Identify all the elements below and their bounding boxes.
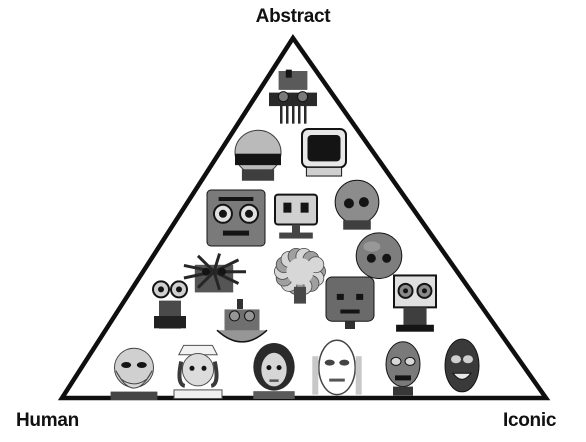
abstract-corner-label: Abstract bbox=[255, 6, 331, 27]
camera-eyes-robot-head-icon bbox=[393, 274, 437, 332]
mechanical-frame-robot-head-icon bbox=[269, 69, 317, 124]
human-corner-label: Human bbox=[16, 410, 79, 431]
square-face-robot-head-icon bbox=[325, 276, 375, 329]
spiky-mechanism-robot-head-icon bbox=[183, 253, 246, 293]
big-eyes-box-robot-head-icon bbox=[206, 189, 266, 247]
box-screen-robot-head-icon bbox=[301, 128, 347, 177]
design-space-triangle bbox=[57, 33, 551, 401]
nurse-android-face-icon bbox=[173, 344, 223, 400]
dark-masked-robot-head-icon bbox=[444, 338, 480, 393]
open-mechanism-robot-head-icon bbox=[216, 299, 268, 343]
metallic-face-robot-head-icon bbox=[312, 339, 362, 396]
small-box-robot-head-icon bbox=[274, 193, 318, 239]
binocular-robot-head-icon bbox=[152, 280, 188, 329]
humanoid-metal-robot-head-icon bbox=[385, 341, 421, 396]
woman-android-face-icon bbox=[253, 343, 295, 399]
sphere-robot-head-icon bbox=[355, 232, 403, 279]
bearded-man-face-icon bbox=[110, 347, 158, 400]
round-dome-robot-head-icon bbox=[334, 179, 380, 230]
furry-robot-head-icon bbox=[274, 247, 326, 304]
helmet-visor-robot-head-icon bbox=[234, 129, 282, 181]
iconic-corner-label: Iconic bbox=[503, 410, 557, 431]
robot-heads-layer bbox=[110, 69, 480, 400]
